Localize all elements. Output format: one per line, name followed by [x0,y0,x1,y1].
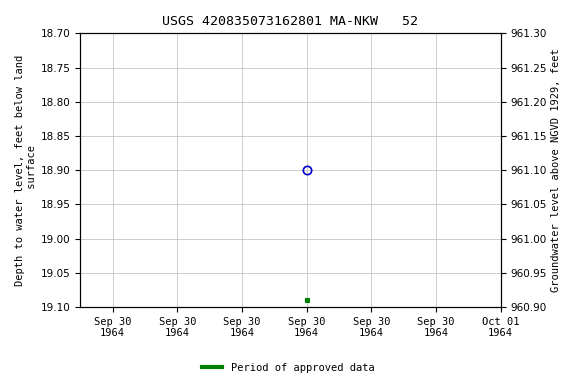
Y-axis label: Groundwater level above NGVD 1929, feet: Groundwater level above NGVD 1929, feet [551,48,561,292]
Legend: Period of approved data: Period of approved data [198,359,378,377]
Y-axis label: Depth to water level, feet below land
 surface: Depth to water level, feet below land su… [15,55,37,286]
Title: USGS 420835073162801 MA-NKW   52: USGS 420835073162801 MA-NKW 52 [162,15,419,28]
